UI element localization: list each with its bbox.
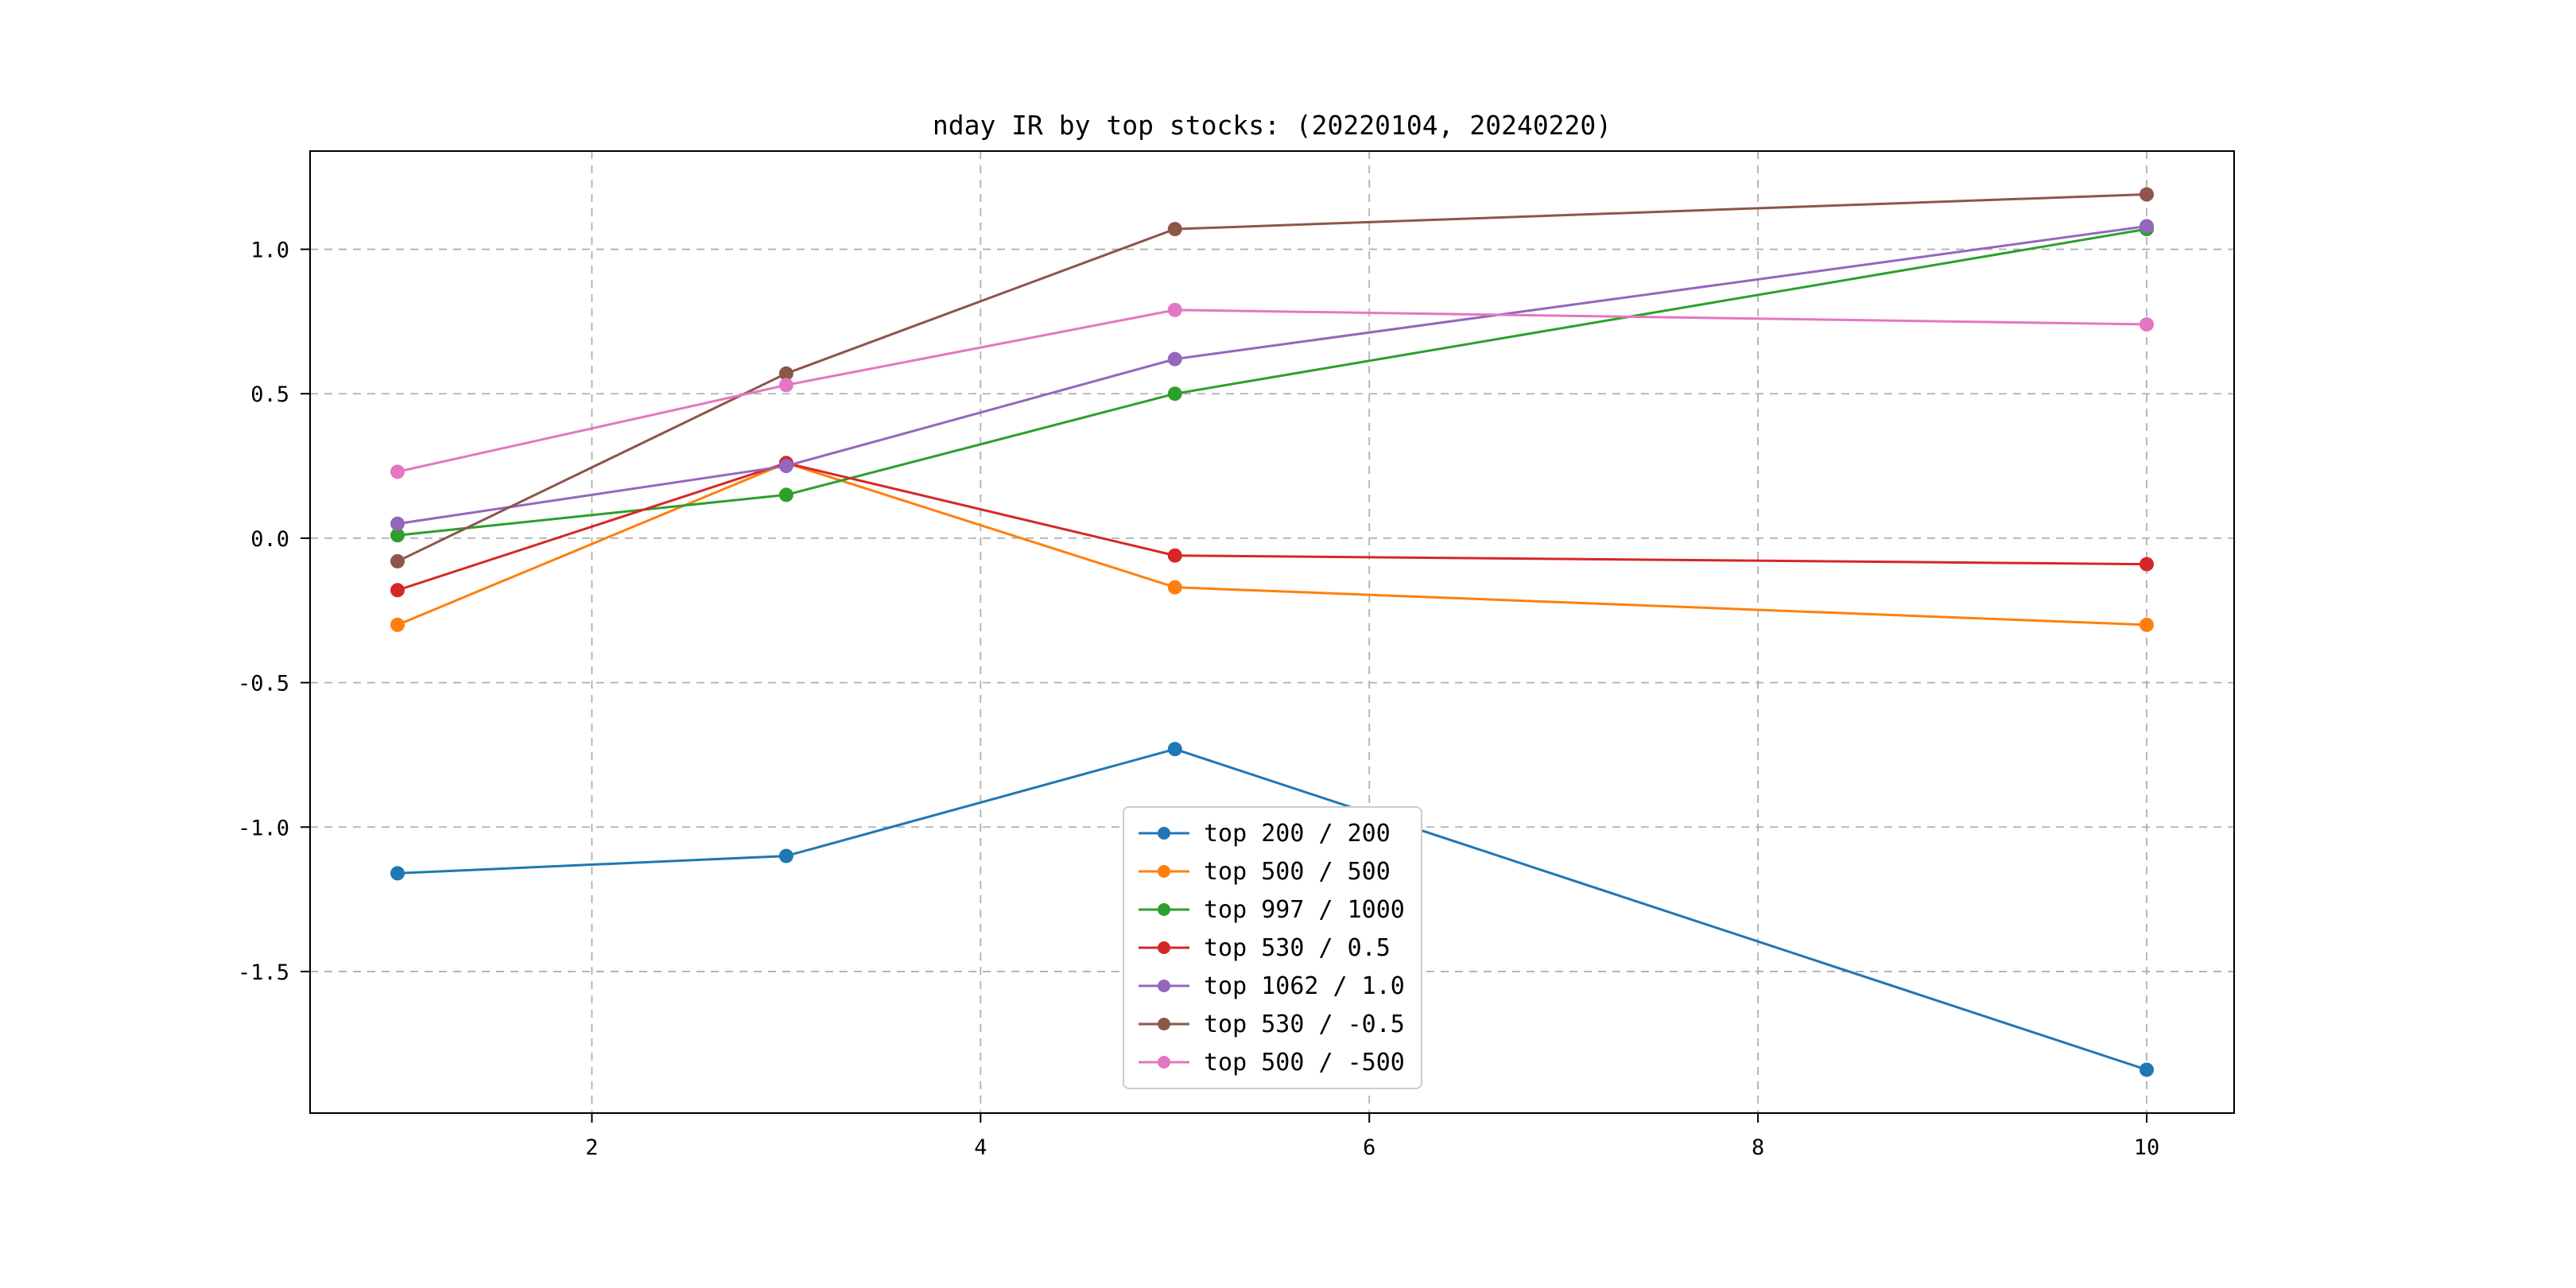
- series-marker: [1167, 351, 1182, 367]
- series-marker: [1167, 222, 1182, 237]
- series-marker: [2140, 317, 2154, 332]
- y-tick-label: -1.5: [238, 960, 289, 985]
- legend-item: top 500 / -500: [1135, 1045, 1405, 1080]
- legend-item: top 500 / 500: [1135, 854, 1405, 889]
- legend-label: top 500 / 500: [1204, 857, 1391, 886]
- chart-title: nday IR by top stocks: (20220104, 202402…: [932, 110, 1612, 141]
- x-tick-label: 10: [2134, 1135, 2160, 1160]
- axes-frame: [309, 150, 2235, 1114]
- series-marker: [778, 366, 793, 381]
- y-tick-label: 0.5: [250, 382, 289, 407]
- legend-line-sample: [1139, 1018, 1189, 1030]
- series-marker: [2140, 617, 2154, 632]
- series-marker: [2140, 557, 2154, 572]
- legend-label: top 500 / -500: [1204, 1048, 1405, 1077]
- legend-line-sample: [1139, 865, 1189, 878]
- series-marker: [390, 516, 405, 531]
- legend-item: top 1062 / 1.0: [1135, 968, 1405, 1003]
- x-tick-label: 4: [974, 1135, 987, 1160]
- series-line: [397, 193, 2147, 563]
- legend-line-sample: [1139, 903, 1189, 916]
- series-marker: [390, 583, 405, 598]
- legend-line-sample: [1139, 941, 1189, 954]
- series-marker: [1167, 386, 1182, 402]
- legend-item: top 530 / 0.5: [1135, 930, 1405, 965]
- x-tick-label: 6: [1363, 1135, 1375, 1160]
- series-marker: [390, 866, 405, 881]
- legend-line-sample: [1139, 827, 1189, 840]
- series-marker: [390, 464, 405, 479]
- series-marker: [1167, 742, 1182, 757]
- legend: top 200 / 200 top 500 / 500 top 997 / 1000…: [1123, 806, 1422, 1089]
- y-tick-label: -0.5: [238, 672, 289, 696]
- legend-label: top 530 / -0.5: [1204, 1010, 1405, 1038]
- series-line: [397, 308, 2147, 473]
- series-marker: [2140, 187, 2154, 202]
- series-marker: [390, 617, 405, 632]
- series-line: [397, 224, 2147, 526]
- series-marker: [390, 553, 405, 568]
- series-marker: [1167, 548, 1182, 563]
- series-marker: [2140, 219, 2154, 234]
- series-marker: [778, 459, 793, 474]
- legend-label: top 530 / 0.5: [1204, 933, 1391, 962]
- series-marker: [778, 487, 793, 502]
- legend-item: top 200 / 200: [1135, 816, 1405, 851]
- series-marker: [1167, 302, 1182, 317]
- legend-line-sample: [1139, 980, 1189, 992]
- series-marker: [2140, 1062, 2154, 1077]
- series-marker: [778, 848, 793, 863]
- legend-label: top 1062 / 1.0: [1204, 972, 1405, 1000]
- series-marker: [1167, 580, 1182, 595]
- legend-item: top 530 / -0.5: [1135, 1007, 1405, 1042]
- y-tick-label: -1.0: [238, 816, 289, 840]
- y-tick-label: 0.0: [250, 527, 289, 552]
- legend-item: top 997 / 1000: [1135, 892, 1405, 927]
- series-line: [397, 461, 2147, 627]
- legend-line-sample: [1139, 1056, 1189, 1069]
- series-line: [397, 461, 2147, 592]
- legend-label: top 200 / 200: [1204, 819, 1391, 848]
- series-line: [397, 747, 2147, 1071]
- y-tick-label: 1.0: [250, 239, 289, 263]
- series-line: [397, 227, 2147, 537]
- x-tick-label: 2: [585, 1135, 598, 1160]
- series-marker: [778, 378, 793, 393]
- x-tick-label: 8: [1752, 1135, 1764, 1160]
- series-marker: [390, 528, 405, 543]
- legend-label: top 997 / 1000: [1204, 895, 1405, 924]
